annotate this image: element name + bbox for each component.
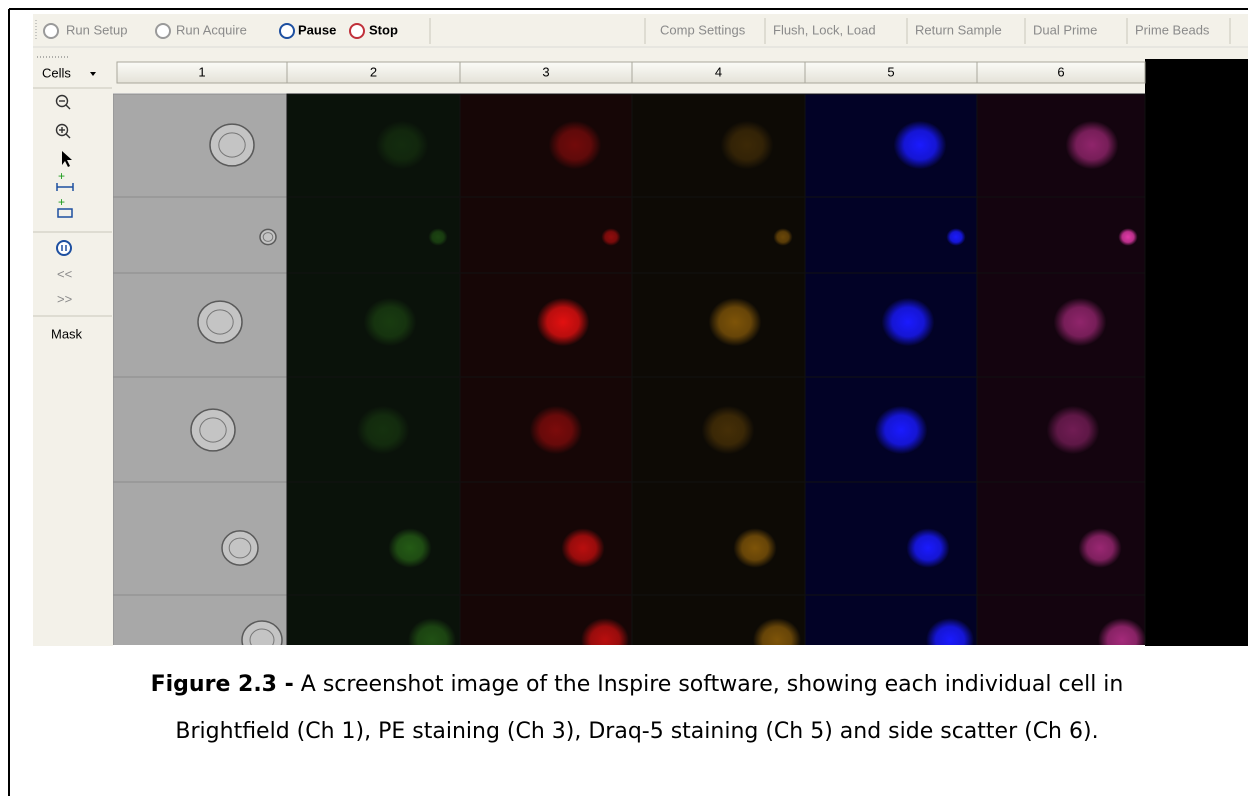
cell (753, 618, 801, 645)
cell-image[interactable] (976, 196, 1146, 274)
toolbar-button[interactable]: Run Acquire (176, 22, 247, 37)
toolbar-button[interactable]: Pause (298, 22, 336, 37)
cell (259, 228, 277, 246)
cell (221, 530, 259, 566)
cell-image[interactable] (286, 481, 461, 596)
cell-nucleus (206, 309, 234, 335)
cell (1046, 405, 1100, 455)
column-header-label[interactable]: 6 (1057, 64, 1064, 79)
cell (548, 120, 602, 170)
column-header-label[interactable]: 1 (198, 64, 205, 79)
cell (1078, 528, 1122, 568)
column-header-label[interactable]: 4 (715, 64, 722, 79)
cell-nucleus (218, 132, 246, 158)
cell (581, 618, 629, 645)
cell-image[interactable] (113, 594, 288, 700)
cell (209, 123, 255, 167)
caption-label: Figure 2.3 - (151, 672, 294, 697)
mask-button[interactable]: Mask (51, 326, 83, 341)
cell (190, 408, 236, 452)
caption-line: Figure 2.3 - A screenshot image of the I… (151, 672, 1124, 697)
cell (241, 620, 283, 645)
cell-nucleus (228, 537, 252, 559)
button-icon (155, 23, 171, 39)
svg-text:+: + (58, 169, 65, 183)
cell-nucleus (249, 628, 275, 645)
cell (946, 228, 966, 246)
cell (428, 228, 448, 246)
cell-nucleus (199, 417, 227, 443)
toolbar-button[interactable]: Prime Beads (1135, 22, 1210, 37)
cell (408, 618, 456, 645)
cell (1053, 297, 1107, 347)
caption-text: A screenshot image of the Inspire softwa… (301, 672, 1124, 697)
cell (874, 405, 928, 455)
toolbar-button[interactable]: Dual Prime (1033, 22, 1097, 37)
toolbar (33, 14, 1248, 46)
column-header-label[interactable]: 5 (887, 64, 894, 79)
cell (720, 120, 774, 170)
dropdown[interactable]: Cells (42, 65, 71, 80)
column-header-label[interactable]: 2 (370, 64, 377, 79)
cell (197, 300, 243, 344)
caption-line: Brightfield (Ch 1), PE staining (Ch 3), … (175, 719, 1098, 744)
cell (536, 297, 590, 347)
column-header-label[interactable]: 3 (542, 64, 549, 79)
cell (773, 228, 793, 246)
column-header[interactable] (976, 61, 1146, 84)
cell (708, 297, 762, 347)
cell (561, 528, 605, 568)
cell-image[interactable] (631, 481, 806, 596)
toolbar-button[interactable]: Run Setup (66, 22, 127, 37)
cell (375, 120, 429, 170)
toolbar-button[interactable]: Stop (369, 22, 398, 37)
cell-image[interactable] (976, 481, 1146, 596)
cell-image[interactable] (804, 481, 978, 596)
cell (701, 405, 755, 455)
cell-image[interactable] (459, 93, 633, 198)
cell (1098, 618, 1146, 645)
cell-nucleus (262, 232, 274, 242)
toolbar-button[interactable]: Return Sample (915, 22, 1002, 37)
cell (1118, 228, 1138, 246)
cell (906, 528, 950, 568)
cell (356, 405, 410, 455)
cell (893, 120, 947, 170)
cell-image[interactable] (459, 481, 633, 596)
cell (733, 528, 777, 568)
previous-button[interactable]: << (57, 266, 72, 281)
cell-image[interactable] (286, 93, 461, 198)
cell-image[interactable] (976, 93, 1146, 198)
cell (1065, 120, 1119, 170)
cell-image[interactable] (804, 93, 978, 198)
next-button[interactable]: >> (57, 291, 72, 306)
cell (601, 228, 621, 246)
cell (363, 297, 417, 347)
cell (881, 297, 935, 347)
toolbar-button[interactable]: Comp Settings (660, 22, 746, 37)
button-icon (279, 23, 295, 39)
cell-image[interactable] (631, 93, 806, 198)
cell (926, 618, 974, 645)
sidebar (33, 48, 113, 646)
button-icon (349, 23, 365, 39)
cell (529, 405, 583, 455)
cell-image[interactable] (113, 481, 288, 596)
svg-text:+: + (58, 195, 65, 209)
cell (388, 528, 432, 568)
button-icon (43, 23, 59, 39)
toolbar-button[interactable]: Flush, Lock, Load (773, 22, 876, 37)
cell-image[interactable] (113, 93, 288, 198)
